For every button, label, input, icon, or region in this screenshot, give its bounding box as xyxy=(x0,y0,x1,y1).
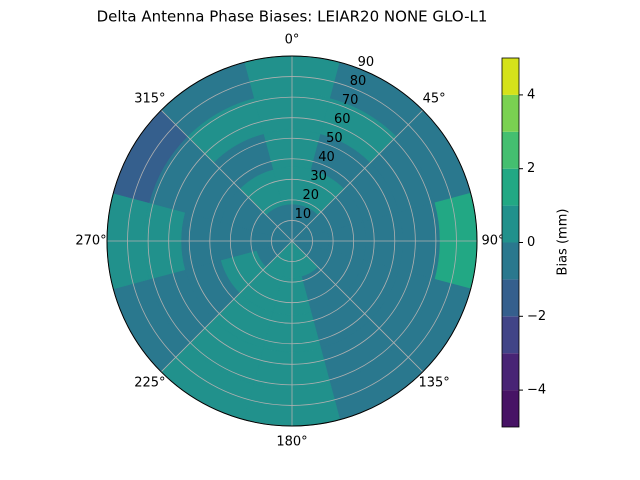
angular-grid-line xyxy=(291,240,424,373)
angular-tick-label: 225° xyxy=(134,376,165,391)
colorbar-segment xyxy=(502,353,519,391)
colorbar-segment xyxy=(502,316,519,354)
colorbar-segment xyxy=(502,58,519,95)
colorbar-segment xyxy=(502,242,519,280)
colorbar-tick-label: −4 xyxy=(527,383,546,398)
colorbar-segment xyxy=(502,94,519,132)
radial-tick-label: 30 xyxy=(310,169,327,184)
radial-tick-label: 10 xyxy=(295,207,312,222)
angular-tick-label: 0° xyxy=(285,33,300,48)
radial-tick-label: 40 xyxy=(318,150,335,165)
angular-grid-line xyxy=(291,109,424,242)
angular-tick-label: 45° xyxy=(423,91,446,106)
radial-tick-label: 70 xyxy=(342,93,359,108)
colorbar-tick-label: 4 xyxy=(527,87,535,102)
colorbar-segment xyxy=(502,279,519,317)
radial-tick-label: 80 xyxy=(350,74,367,89)
chart-title: Delta Antenna Phase Biases: LEIAR20 NONE… xyxy=(97,8,488,26)
colorbar-segment xyxy=(502,390,519,427)
colorbar-label: Bias (mm) xyxy=(556,209,571,276)
radial-tick-label: 60 xyxy=(334,112,351,127)
polar-frame xyxy=(106,55,478,427)
colorbar-segment xyxy=(502,168,519,206)
colorbar-segment xyxy=(502,131,519,169)
colorbar-tick-label: 0 xyxy=(527,235,535,250)
angular-tick-label: 315° xyxy=(134,91,165,106)
colorbar-tick-label: 2 xyxy=(527,161,535,176)
angular-tick-label: 270° xyxy=(75,234,106,249)
angular-tick-label: 90° xyxy=(481,234,504,249)
radial-tick-label: 90 xyxy=(358,55,375,70)
angular-grid-line xyxy=(160,240,293,373)
angular-grid-line xyxy=(160,109,293,242)
angular-tick-label: 180° xyxy=(276,435,307,450)
radial-tick-label: 50 xyxy=(326,131,343,146)
radial-tick-label: 20 xyxy=(303,188,320,203)
colorbar-segment xyxy=(502,205,519,243)
colorbar-tick-label: −2 xyxy=(527,309,546,324)
angular-tick-label: 135° xyxy=(418,376,449,391)
